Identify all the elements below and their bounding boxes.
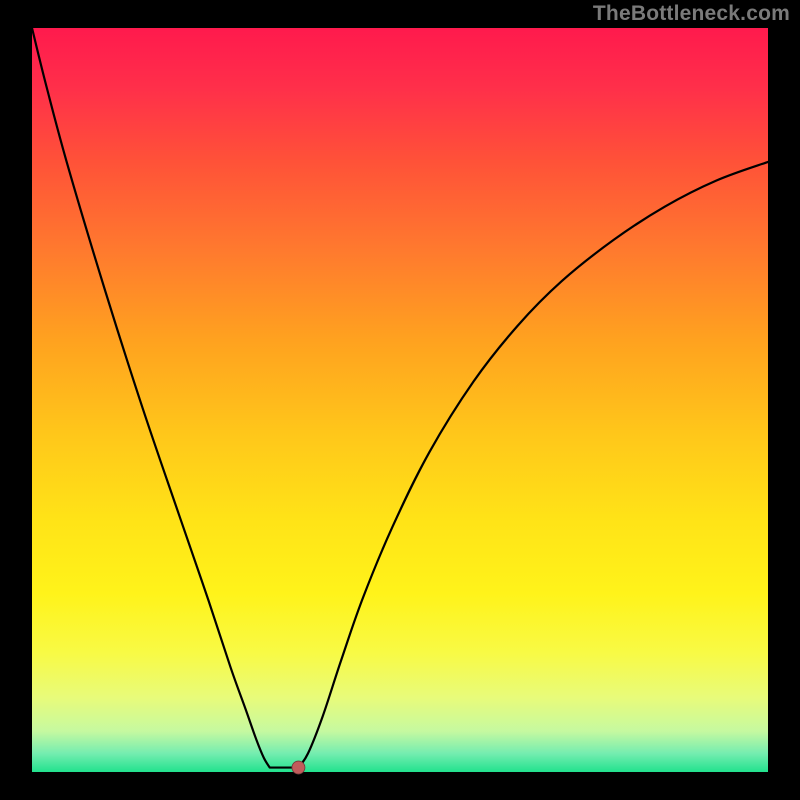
chart-frame: TheBottleneck.com (0, 0, 800, 800)
plot-area (32, 28, 768, 772)
watermark-text: TheBottleneck.com (593, 2, 790, 26)
